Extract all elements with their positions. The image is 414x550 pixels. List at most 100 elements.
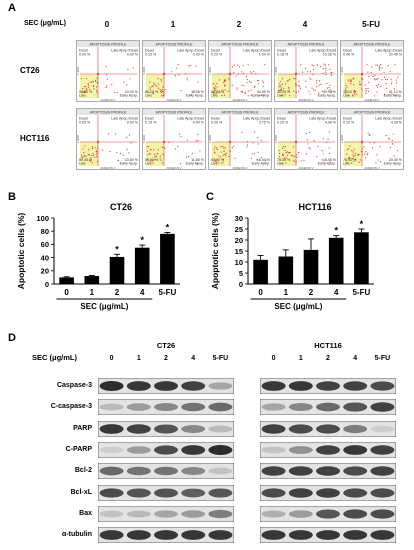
blot-band: [370, 509, 395, 519]
flow-event-dot: [87, 154, 89, 156]
flow-event-dot: [105, 74, 108, 76]
flow-event-dot: [322, 67, 324, 70]
bar: [109, 256, 125, 284]
flow-event-dot: [325, 71, 327, 73]
flow-event-dot: [214, 87, 216, 89]
flow-q-dead-value: 0.25 %: [277, 121, 289, 125]
flow-event-dot: [289, 151, 291, 153]
flow-event-dot: [378, 65, 381, 67]
western-blot-strip: [98, 420, 234, 437]
flow-event-dot: [180, 136, 182, 138]
flow-event-dot: [238, 66, 240, 68]
flow-event-dot: [380, 86, 382, 88]
flow-q-late-label: Late Apop./Dead: [375, 49, 402, 53]
flow-event-dot: [353, 160, 355, 162]
significance-star: *: [140, 235, 144, 245]
flow-event-dot: [322, 72, 324, 74]
flow-plot-header-bg: [143, 41, 205, 47]
flow-event-dot: [377, 86, 379, 88]
flow-event-dot: [92, 85, 95, 87]
flow-event-dot: [224, 89, 226, 91]
flow-event-dot: [351, 94, 354, 96]
flow-event-dot: [375, 162, 377, 164]
flow-event-dot: [328, 131, 330, 133]
flow-q-live-value: 64.80 %: [211, 90, 225, 94]
flow-x-axis-label: ANNEXIN V: [364, 98, 379, 102]
flow-event-dot: [128, 152, 130, 154]
flow-y-axis-label: 7-AAD: [76, 67, 80, 75]
x-tick-label: 1: [90, 288, 95, 297]
flow-event-dot: [85, 90, 88, 92]
flow-event-dot: [153, 84, 155, 86]
blot-band: [316, 402, 340, 412]
flow-event-dot: [82, 88, 84, 90]
blot-band: [343, 530, 368, 540]
flow-event-dot: [329, 84, 331, 86]
flow-event-dot: [367, 132, 369, 134]
chart-hct116: HCT116 0 5 10 15 20 25 30 Apoptotic cells (%) 0 1 2…: [210, 202, 374, 311]
flow-event-dot: [293, 77, 295, 80]
flow-event-dot: [159, 91, 162, 93]
panel-label-c: C: [206, 191, 214, 203]
x-axis-label: SEC (μg/mL): [80, 302, 128, 311]
flow-plot-header-bg: [341, 109, 403, 115]
flow-event-dot: [390, 78, 392, 80]
flow-event-dot: [96, 152, 98, 154]
flow-event-dot: [96, 156, 98, 158]
flow-q-dead-value: 0.19 %: [145, 121, 157, 125]
flow-event-dot: [330, 72, 332, 74]
flow-event-dot: [161, 95, 163, 97]
flow-event-dot: [218, 79, 221, 81]
flow-event-dot: [311, 87, 313, 89]
flow-event-dot: [189, 64, 192, 67]
flow-event-dot: [373, 142, 375, 144]
flow-event-dot: [246, 81, 248, 84]
flow-y-axis-label: 7-AAD: [142, 67, 146, 75]
flow-plot-frame: [208, 40, 272, 102]
x-tick-label: 5-FU: [353, 288, 371, 297]
flow-event-dot: [95, 79, 97, 81]
flow-q-early-label: Early Apop.: [186, 94, 204, 98]
blot-band: [261, 403, 286, 411]
flow-event-dot: [109, 150, 111, 153]
flow-event-dot: [377, 77, 379, 80]
flow-event-dot: [214, 85, 216, 87]
flow-event-dot: [160, 79, 162, 81]
flow-q-late-value: 0.00 %: [193, 121, 205, 125]
flow-event-dot: [349, 79, 352, 81]
flow-event-dot: [152, 92, 154, 94]
flow-event-dot: [111, 83, 113, 86]
bar: [278, 256, 294, 284]
western-blot-strip: [260, 463, 396, 480]
flow-q-late-value: 20.46 %: [389, 53, 403, 57]
flow-event-dot: [284, 149, 286, 151]
significance-star: *: [334, 226, 338, 236]
flow-event-dot: [286, 154, 289, 157]
significance-star: *: [115, 244, 119, 254]
blot-band: [370, 487, 395, 498]
flow-event-dot: [345, 88, 347, 90]
flow-event-dot: [354, 91, 356, 93]
flow-row-label: CT26: [20, 66, 40, 75]
flow-event-dot: [323, 63, 325, 65]
flow-event-dot: [197, 133, 199, 135]
y-tick-label: 60: [41, 240, 49, 249]
flow-event-dot: [385, 82, 387, 85]
flow-event-dot: [367, 71, 369, 73]
blot-band: [316, 530, 340, 540]
flow-event-dot: [84, 145, 86, 147]
flow-event-dot: [367, 152, 369, 154]
flow-event-dot: [288, 87, 290, 89]
flow-event-dot: [186, 77, 188, 79]
flow-event-dot: [299, 86, 301, 88]
flow-event-dot: [374, 79, 376, 81]
bar: [328, 237, 344, 284]
flow-column-label: 4: [302, 20, 308, 29]
flow-event-dot: [244, 93, 246, 95]
flow-event-dot: [242, 65, 244, 67]
flow-column-label: 0: [104, 20, 110, 29]
western-blot-strip: [98, 399, 234, 416]
flow-event-dot: [241, 91, 244, 93]
blot-band: [126, 381, 151, 391]
flow-event-dot: [155, 155, 157, 157]
